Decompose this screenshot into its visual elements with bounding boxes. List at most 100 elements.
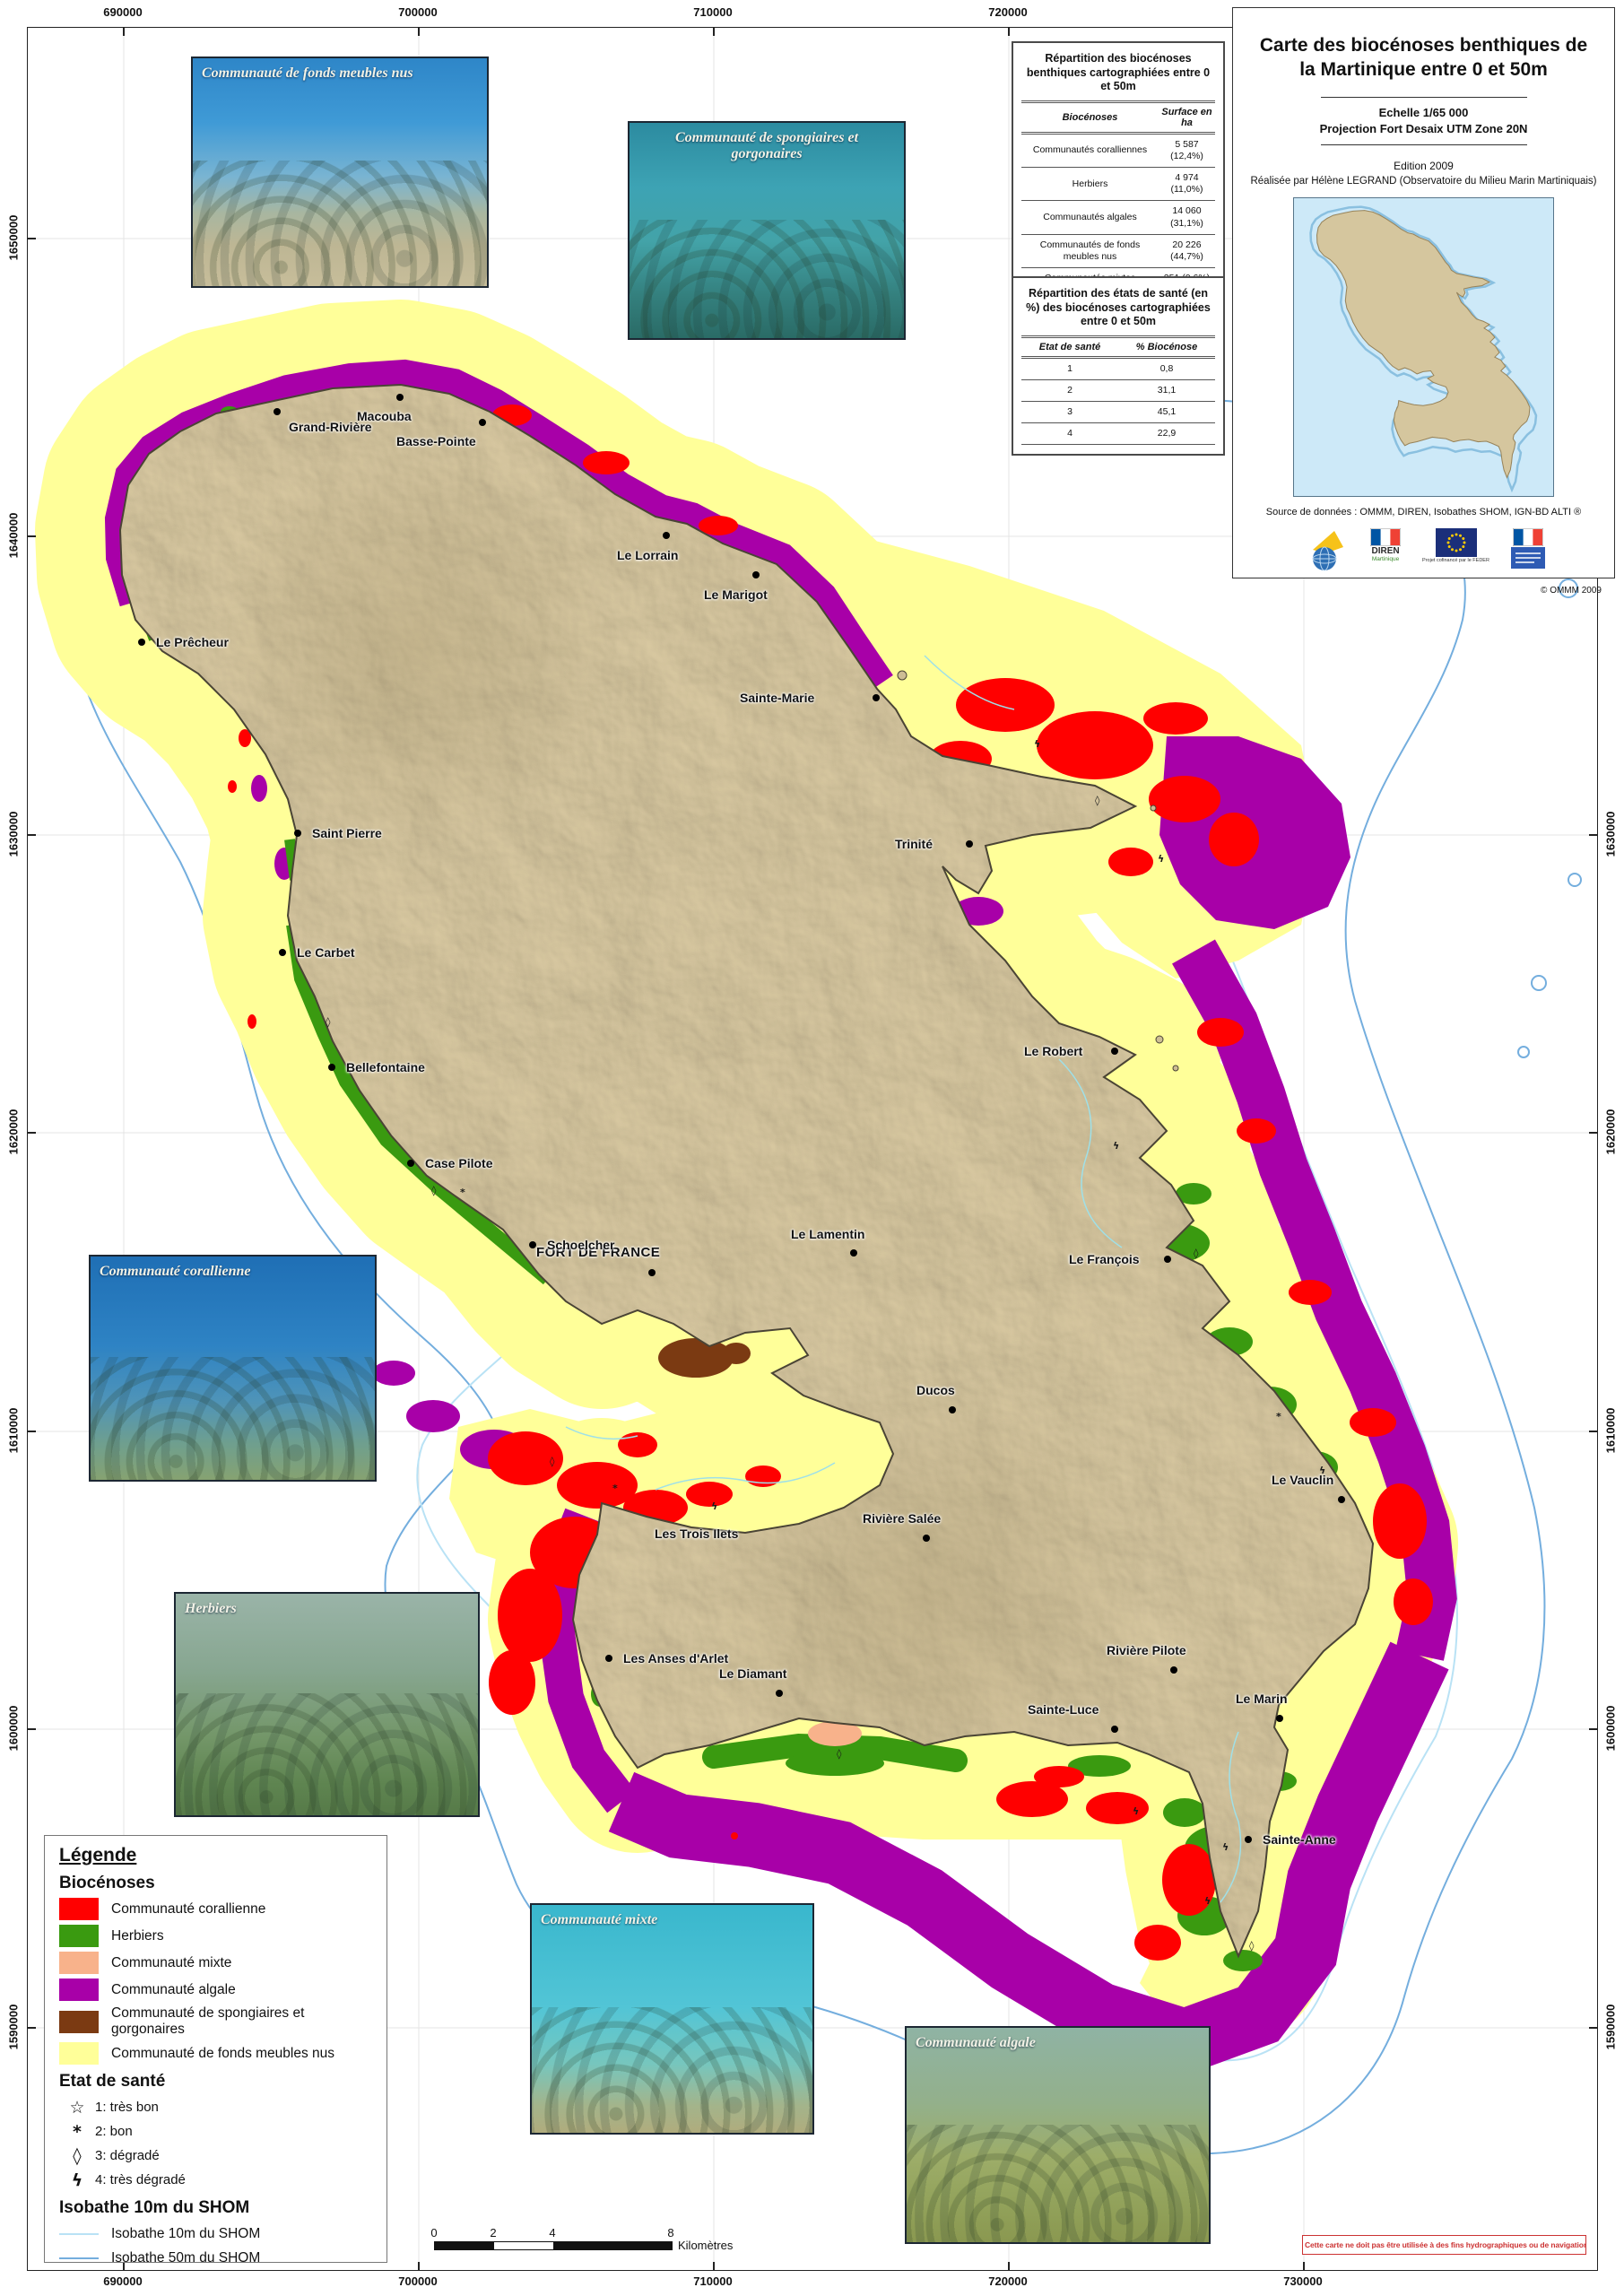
legend-item: Communauté mixte xyxy=(59,1952,379,1974)
svg-text:◊: ◊ xyxy=(550,1456,555,1467)
iso-label: Isobathe 50m du SHOM xyxy=(111,2250,261,2266)
warning-note: Cette carte ne doit pas être utilisée à … xyxy=(1302,2235,1586,2255)
photo-caption: Communauté algale xyxy=(916,2035,1036,2050)
column-header: Etat de santé xyxy=(1021,335,1118,359)
svg-text:*: * xyxy=(460,1187,465,1198)
legend: Légende Biocénoses Communauté corallienne H… xyxy=(44,1835,387,2266)
table-row: 1 0,8 xyxy=(1021,357,1215,379)
coord-label: 1620000 xyxy=(6,1109,21,1155)
table-header-row: Etat de santé% Biocénose xyxy=(1021,335,1215,359)
map-copyright: © OMMM 2009 xyxy=(1541,585,1602,596)
etat-symbol: ϟ xyxy=(71,2170,83,2190)
legend-etat-item: ☆ 1: très bon xyxy=(59,2096,379,2118)
logo-row: DIREN Martinique Projet cofinancé par le… xyxy=(1233,527,1614,580)
coord-label: 700000 xyxy=(398,5,438,19)
svg-text:*: * xyxy=(612,1483,618,1494)
legend-item: Communauté corallienne xyxy=(59,1898,379,1920)
legend-label: Communauté de spongiaires et gorgonaires xyxy=(111,2005,305,2037)
table-cell: 45,1 xyxy=(1118,401,1215,423)
legend-swatch xyxy=(59,2042,99,2065)
coord-label: 1590000 xyxy=(1603,2004,1618,2050)
data-source: Source de données : OMMM, DIREN, Isobath… xyxy=(1265,506,1582,517)
legend-label: Communauté algale xyxy=(111,1981,236,1997)
photo-spongiaires-gorgonaires: Communauté de spongiaires et gorgonaires xyxy=(628,121,906,340)
table-cell: Herbiers xyxy=(1021,167,1159,201)
table-cell: Communautés de fonds meubles nus xyxy=(1021,233,1159,268)
legend-item: Communauté de spongiaires et gorgonaires xyxy=(59,2005,379,2038)
iso-line xyxy=(59,2257,99,2259)
legend-label: Communauté mixte xyxy=(111,1954,232,1970)
legend-etat-item: * 2: bon xyxy=(59,2120,379,2143)
photo-caption: Communauté de fonds meubles nus xyxy=(202,65,413,81)
table-cell: 14 060 (31,1%) xyxy=(1158,200,1215,235)
legend-title: Légende xyxy=(59,1845,137,1866)
diren-text: DIREN xyxy=(1371,545,1400,556)
location-inset-map xyxy=(1293,196,1554,497)
shallow-contours xyxy=(565,655,1242,1903)
legend-etat-item: ◊ 3: dégradé xyxy=(59,2144,379,2167)
svg-text:ϟ: ϟ xyxy=(1158,853,1164,865)
svg-text:ϟ: ϟ xyxy=(711,1500,717,1512)
title-box: Carte des biocénoses benthiques de la Ma… xyxy=(1232,7,1615,596)
scale-tick: 4 xyxy=(549,2226,556,2239)
table-row: Communautés coralliennes 5 587 (12,4%) xyxy=(1021,133,1215,167)
coord-label: 1650000 xyxy=(6,214,21,261)
coord-label: 1640000 xyxy=(6,512,21,559)
legend-item: Communauté algale xyxy=(59,1979,379,2001)
map-projection: Projection Fort Desaix UTM Zone 20N xyxy=(1319,121,1528,135)
column-header: Surface en ha xyxy=(1158,100,1215,135)
health-symbols: ϟ ◊ ϟ ◊ ϟ * ϟ ◊ ϟ ◊ * ◊ ϟ * ϟ ◊ ϟ ◊ xyxy=(326,738,1325,1952)
svg-text:◊: ◊ xyxy=(837,1748,842,1760)
etat-symbol: ◊ xyxy=(73,2145,82,2166)
table-cell: 5 587 (12,4%) xyxy=(1170,138,1203,161)
benthic-zones xyxy=(120,376,1433,2076)
map-author: Réalisée par Hélène LEGRAND (Observatoir… xyxy=(1250,175,1597,187)
legend-swatch xyxy=(59,1979,99,2001)
table-row: Communautés algales 14 060 (31,1%) xyxy=(1021,200,1215,235)
table-cell: 1 xyxy=(1067,362,1073,374)
table-row: 2 31,1 xyxy=(1021,378,1215,402)
photo-mixte: Communauté mixte xyxy=(530,1903,814,2135)
etat-label: 3: dégradé xyxy=(95,2148,160,2163)
ommm-logo xyxy=(1302,528,1349,573)
photo-caption: Herbiers xyxy=(185,1601,237,1616)
coord-label: 1630000 xyxy=(1603,811,1618,857)
etat-label: 1: très bon xyxy=(95,2100,159,2115)
coord-label: 720000 xyxy=(988,5,1028,19)
map-edition: Edition 2009 xyxy=(1394,159,1454,172)
svg-text:ϟ: ϟ xyxy=(1319,1465,1325,1476)
table-cell: 0,8 xyxy=(1159,362,1174,374)
iso-label: Isobathe 10m du SHOM xyxy=(111,2226,261,2241)
iso-line xyxy=(59,2233,99,2235)
legend-label: Herbiers xyxy=(111,1927,164,1944)
map-scale: Echelle 1/65 000 xyxy=(1378,105,1469,119)
coord-label: 710000 xyxy=(693,2274,733,2288)
svg-text:ϟ: ϟ xyxy=(1222,1841,1229,1853)
coord-label: 1590000 xyxy=(6,2004,21,2050)
legend-iso-item: Isobathe 10m du SHOM xyxy=(59,2226,379,2242)
scale-tick: 2 xyxy=(490,2226,497,2239)
coord-label: 1630000 xyxy=(6,811,21,857)
islets xyxy=(725,670,1179,1845)
coord-label: 710000 xyxy=(693,5,733,19)
etat-symbol: * xyxy=(73,2121,82,2142)
photo-herbiers: Herbiers xyxy=(174,1592,480,1817)
table-title: Répartition des états de santé (en %) de… xyxy=(1026,287,1211,328)
legend-etat-header: Etat de santé xyxy=(59,2072,166,2091)
divider xyxy=(1320,144,1527,145)
table-cell: 4 xyxy=(1021,422,1118,445)
table-cell: 31,1 xyxy=(1118,378,1215,402)
legend-swatch xyxy=(59,2010,99,2033)
etat-label: 4: très dégradé xyxy=(95,2172,186,2187)
table-header-row: Biocénoses Surface en ha xyxy=(1021,100,1215,135)
table-cell: 3 xyxy=(1021,401,1118,423)
map-title: Carte des biocénoses benthiques de la Ma… xyxy=(1259,35,1588,81)
svg-text:ϟ: ϟ xyxy=(1133,1805,1139,1817)
coord-label: 1600000 xyxy=(6,1705,21,1752)
scale-segment xyxy=(553,2242,672,2249)
coord-label: 690000 xyxy=(103,5,143,19)
coord-label: 700000 xyxy=(398,2274,438,2288)
legend-swatch xyxy=(59,1925,99,1947)
svg-text:ϟ: ϟ xyxy=(1204,1895,1211,1907)
